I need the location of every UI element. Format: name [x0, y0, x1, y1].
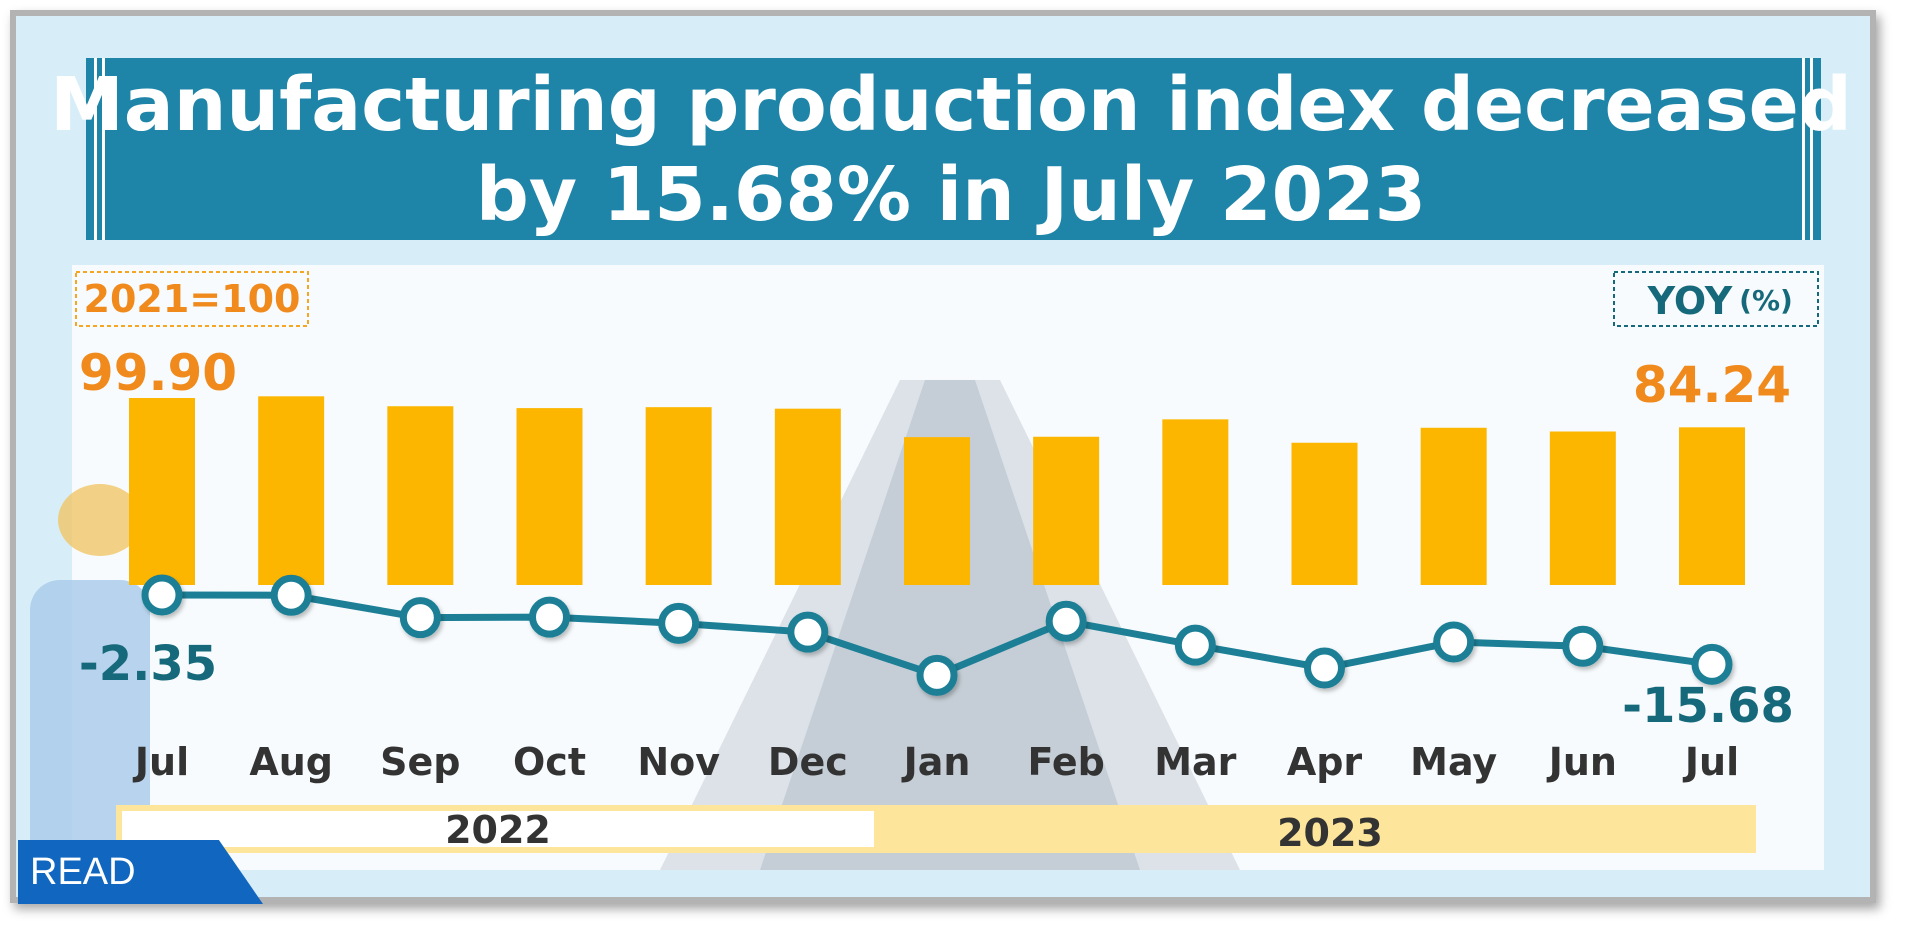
yoy-marker-mar-8: [1174, 624, 1216, 666]
yoy-marker-sep-2: [399, 597, 441, 639]
bar-feb-7: [1033, 436, 1100, 585]
bar-nov-4: [645, 407, 712, 585]
title-line-2: by 15.68% in July 2023: [476, 152, 1426, 238]
x-tick-apr-9: Apr: [1287, 740, 1363, 784]
yoy-marker-jul-12: [1691, 643, 1733, 685]
title-banner-stripe-right-2: [1810, 58, 1813, 240]
x-tick-mar-8: Mar: [1154, 740, 1236, 784]
first-yoy-value-label: -2.35: [79, 636, 217, 692]
conveyor-belt-illustration: [660, 380, 1240, 870]
bar-oct-3: [516, 408, 583, 585]
x-tick-jul-0: Jul: [132, 740, 189, 784]
year-label-2023: 2023: [1277, 811, 1383, 855]
yoy-marker-jun-11: [1562, 625, 1604, 667]
yoy-marker-aug-1: [270, 574, 312, 616]
yoy-marker-feb-7: [1045, 600, 1087, 642]
yoy-marker-nov-4: [658, 602, 700, 644]
bars-layer: [129, 396, 1745, 585]
bar-aug-1: [258, 396, 325, 585]
x-tick-dec-5: Dec: [768, 740, 848, 784]
index-base-label: 2021=100: [84, 277, 301, 321]
read-button[interactable]: READ: [18, 840, 263, 904]
yoy-marker-oct-3: [529, 596, 570, 638]
bar-dec-5: [774, 408, 841, 585]
bar-jul-0: [129, 398, 195, 585]
x-tick-sep-2: Sep: [380, 740, 460, 784]
bar-sep-2: [387, 406, 454, 585]
last-index-value-label: 84.24: [1633, 356, 1791, 414]
x-tick-nov-4: Nov: [637, 740, 720, 784]
bar-mar-8: [1162, 419, 1229, 585]
yoy-marker-jul-0: [141, 574, 183, 616]
x-tick-jan-6: Jan: [901, 740, 971, 784]
index-base-box: [75, 271, 309, 327]
yoy-line-layer: [141, 574, 1733, 696]
last-yoy-value-label: -15.68: [1622, 678, 1794, 734]
bar-jun-11: [1549, 431, 1616, 585]
bar-jan-6: [904, 437, 970, 585]
first-index-value-label: 99.90: [79, 344, 237, 402]
yoy-label: YOY: [1647, 279, 1733, 323]
title-line-1: Manufacturing production index decreased: [50, 62, 1852, 148]
yoy-marker-may-10: [1433, 621, 1475, 663]
year-label-2022: 2022: [445, 808, 551, 852]
x-tick-labels: Jul Aug Sep Oct Nov Dec Jan Feb Mar Apr May Jun Jul: [132, 740, 1739, 784]
bar-apr-9: [1291, 442, 1358, 585]
yoy-box: [1613, 271, 1819, 327]
year-band-2022-segment: [122, 811, 874, 847]
yoy-unit: (%): [1739, 284, 1793, 317]
title-banner-stripe-left: [94, 58, 97, 240]
conveyor-belt-center: [760, 380, 1140, 870]
yoy-marker-jan-6: [916, 654, 958, 696]
x-tick-may-10: May: [1410, 740, 1497, 784]
title-banner: [86, 58, 1821, 240]
x-tick-feb-7: Feb: [1027, 740, 1104, 784]
bar-jul-12: [1679, 427, 1745, 585]
title-banner-stripe-left-2: [102, 58, 105, 240]
bar-may-10: [1420, 427, 1487, 585]
yoy-marker-dec-5: [787, 611, 829, 653]
title-banner-stripe-right: [1802, 58, 1805, 240]
x-tick-jun-11: Jun: [1546, 740, 1617, 784]
x-tick-oct-3: Oct: [513, 740, 586, 784]
yoy-marker-apr-9: [1304, 647, 1345, 689]
x-tick-jul-12: Jul: [1682, 740, 1739, 784]
worker-illustration: [30, 484, 150, 870]
x-tick-aug-1: Aug: [249, 740, 333, 784]
